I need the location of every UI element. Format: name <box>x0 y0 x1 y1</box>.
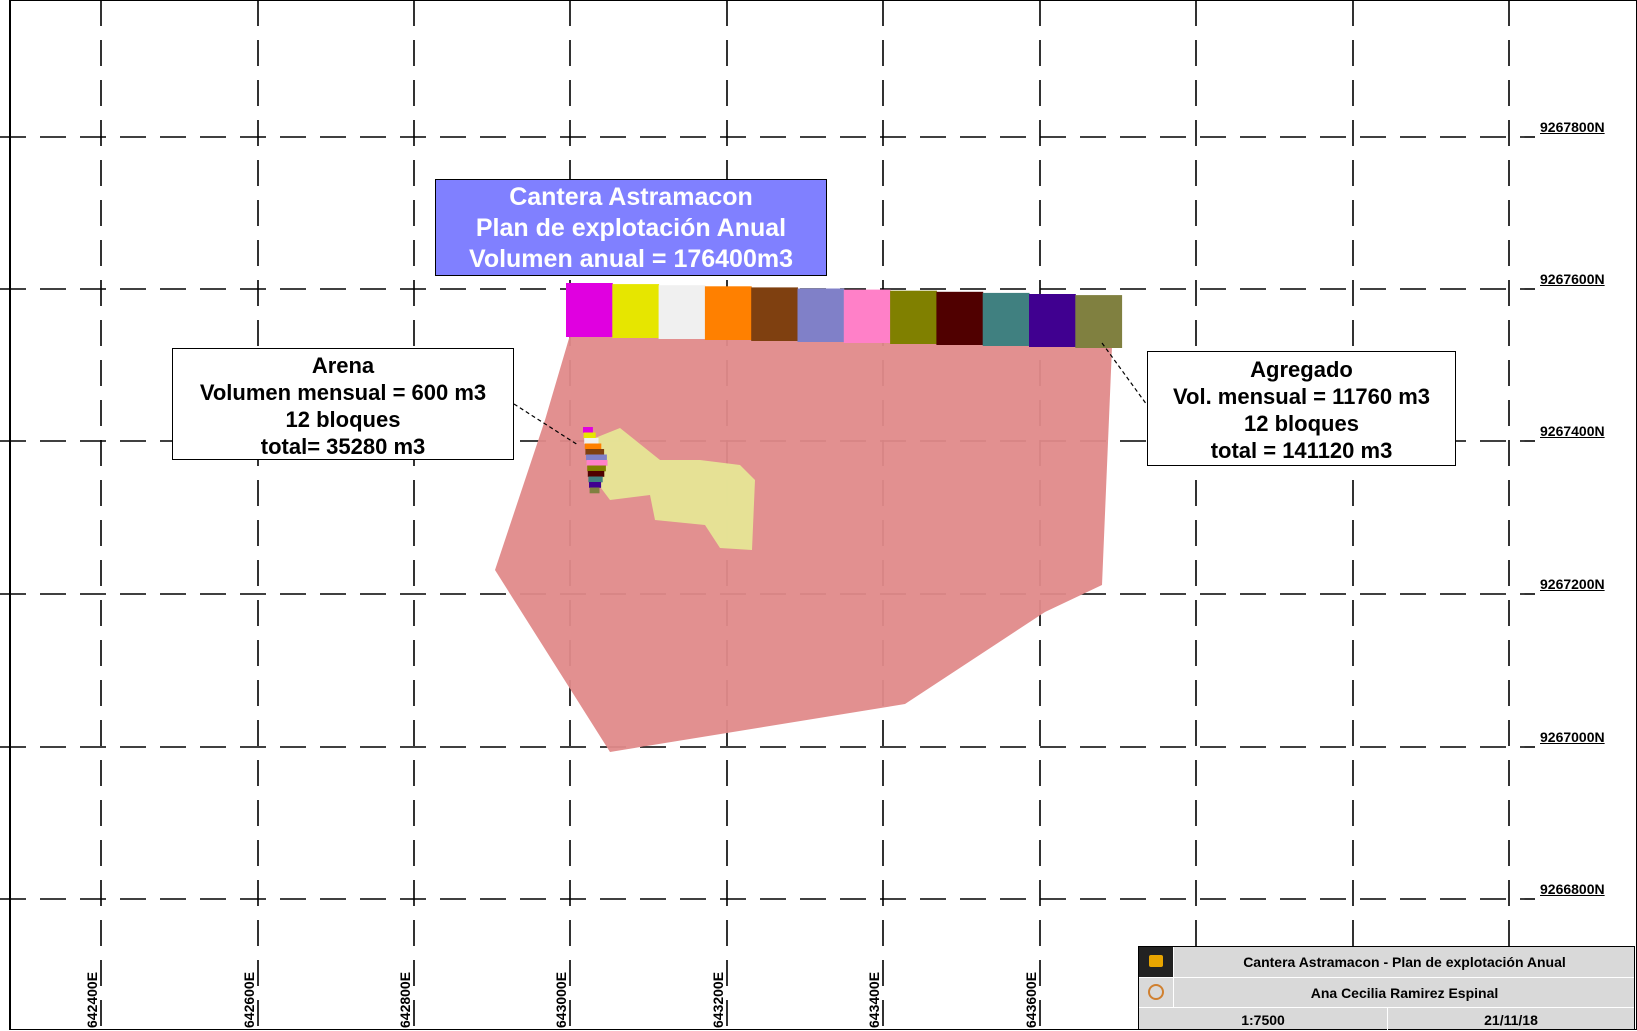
arena-callout-box: Arena Volumen mensual = 600 m3 12 bloque… <box>172 348 514 460</box>
title-line-3: Volumen anual = 176400m3 <box>469 245 793 273</box>
aggregate-block <box>612 284 660 338</box>
sand-block <box>586 454 607 461</box>
title-line-1: Cantera Astramacon <box>509 183 753 211</box>
title-block-author-row: Ana Cecilia Ramirez Espinal <box>1139 978 1634 1008</box>
agregado-leader-line <box>1101 342 1148 406</box>
sand-block <box>589 487 600 494</box>
sand-block <box>583 432 596 439</box>
title-block-author: Ana Cecilia Ramirez Espinal <box>1310 984 1499 1001</box>
sand-block <box>587 471 605 477</box>
sand-block <box>584 438 599 444</box>
sand-blocks <box>583 427 608 494</box>
title-line-2: Plan de explotación Anual <box>475 214 787 242</box>
easting-label: 642800E <box>397 971 413 1028</box>
agregado-line-1: Agregado <box>1250 357 1353 382</box>
author-logo-icon <box>1139 978 1174 1007</box>
agregado-line-2: Vol. mensual = 11760 m3 <box>1172 384 1431 409</box>
title-block-project-row: Cantera Astramacon - Plan de explotación… <box>1139 947 1634 978</box>
northing-label: 9266800N <box>1540 881 1605 897</box>
sand-block <box>588 476 603 483</box>
sand-block <box>583 427 593 433</box>
easting-label: 643000E <box>553 971 569 1028</box>
easting-label: 643600E <box>1023 971 1039 1028</box>
aggregate-block <box>704 286 752 340</box>
sand-block <box>589 482 602 488</box>
easting-label: 643400E <box>866 971 882 1028</box>
arena-line-4: total= 35280 m3 <box>260 434 426 459</box>
easting-label: 642600E <box>241 971 257 1028</box>
aggregate-block <box>843 289 891 343</box>
title-block-project: Cantera Astramacon - Plan de explotación… <box>1243 954 1566 970</box>
title-block-date: 21/11/18 <box>1484 1011 1538 1028</box>
title-block-scale-row: 1:7500 21/11/18 <box>1139 1008 1634 1031</box>
company-logo-icon <box>1139 947 1174 977</box>
quarry-pit-area <box>495 335 1112 752</box>
plan-title-box: Cantera Astramacon Plan de explotación A… <box>435 179 827 276</box>
aggregate-blocks <box>566 283 1123 348</box>
aggregate-block <box>890 290 937 344</box>
agregado-line-4: total = 141120 m3 <box>1210 438 1393 463</box>
agregado-callout-box: Agregado Vol. mensual = 11760 m3 12 bloq… <box>1147 351 1456 466</box>
aggregate-block <box>1029 294 1076 347</box>
aggregate-block <box>566 283 613 337</box>
arena-leader-line <box>513 403 579 446</box>
title-block-scale: 1:7500 <box>1139 1008 1388 1031</box>
northing-label: 9267400N <box>1540 423 1605 439</box>
sand-block <box>586 460 608 466</box>
sand-block <box>584 443 602 450</box>
northing-label: 9267600N <box>1540 271 1605 287</box>
sand-extraction-area <box>590 428 755 550</box>
easting-label: 642400E <box>84 971 100 1028</box>
aggregate-block <box>658 285 706 339</box>
aggregate-block <box>751 287 798 341</box>
northing-label: 9267200N <box>1540 576 1605 592</box>
map-frame <box>9 0 1637 1030</box>
aggregate-block <box>936 291 984 345</box>
aggregate-block <box>1075 295 1123 348</box>
arena-line-3: 12 bloques <box>285 407 401 432</box>
arena-line-1: Arena <box>311 353 375 378</box>
easting-label: 643200E <box>710 971 726 1028</box>
title-block: Cantera Astramacon - Plan de explotación… <box>1138 946 1635 1031</box>
aggregate-block <box>982 292 1030 346</box>
sand-block <box>587 465 606 472</box>
arena-line-2: Volumen mensual = 600 m3 <box>199 380 487 405</box>
agregado-line-3: 12 bloques <box>1244 411 1359 436</box>
northing-label: 9267000N <box>1540 729 1605 745</box>
northing-label: 9267800N <box>1540 119 1605 135</box>
aggregate-block <box>797 288 845 342</box>
sand-block <box>585 449 605 455</box>
